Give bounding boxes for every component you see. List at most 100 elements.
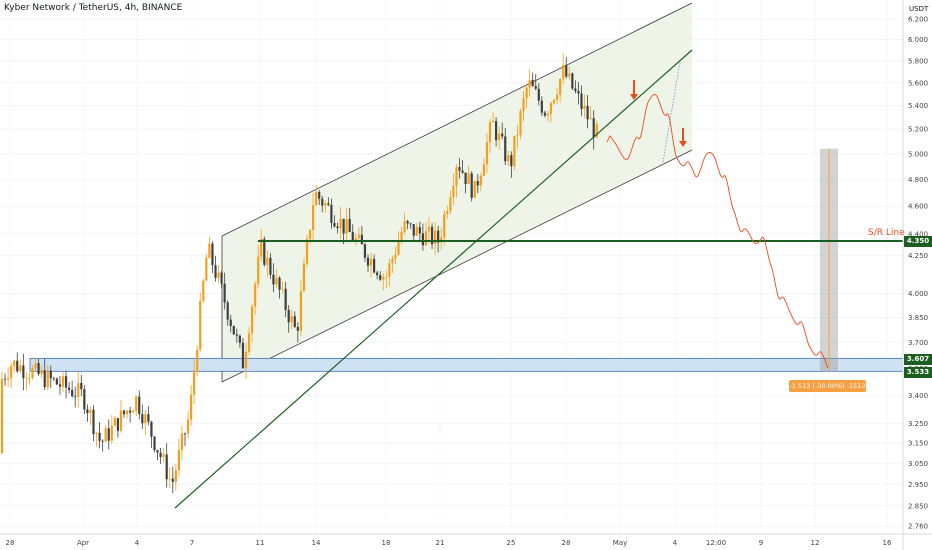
candle-body — [565, 65, 568, 77]
candle-body — [351, 231, 354, 242]
candles — [0, 53, 598, 494]
candle-body — [61, 376, 65, 387]
candle-body — [153, 436, 156, 451]
sr-line-label: S/R Line — [868, 228, 905, 238]
candle-body — [202, 280, 205, 301]
channel-upper-line — [221, 2, 693, 237]
candle-body — [397, 241, 400, 255]
candle-body — [342, 218, 345, 234]
candle-body — [238, 335, 241, 343]
candle-body — [168, 478, 171, 480]
candle-body — [537, 88, 540, 101]
candle-body — [391, 258, 394, 264]
y-tick-label: 4.800 — [908, 176, 928, 184]
candle-body — [217, 272, 220, 278]
candle-body — [37, 363, 40, 374]
candle-body — [119, 410, 123, 431]
candle-body — [46, 370, 49, 388]
candle-body — [427, 226, 431, 232]
candle-body — [22, 365, 25, 379]
candle-body — [458, 167, 461, 171]
y-tick-label: 3.400 — [908, 392, 928, 400]
candle-body — [80, 382, 83, 390]
candle-body — [241, 342, 245, 369]
candle-body — [507, 155, 510, 162]
candle-body — [89, 409, 92, 414]
candle-body — [49, 370, 52, 379]
candle-body — [196, 349, 199, 371]
candle-body — [556, 94, 559, 100]
candle-body — [592, 118, 595, 138]
candle-body — [324, 203, 327, 206]
candle-body — [473, 181, 476, 198]
candle-body — [540, 100, 543, 113]
candle-body — [278, 277, 281, 290]
candle-body — [186, 419, 190, 434]
candle-body — [220, 272, 223, 284]
candle-body — [424, 231, 428, 246]
candle-body — [171, 478, 174, 482]
candle-body — [159, 452, 162, 458]
candle-body — [13, 360, 16, 367]
candle-body — [110, 425, 113, 441]
candle-body — [321, 198, 324, 206]
rising-trendline — [174, 49, 693, 509]
candle-body — [571, 73, 574, 89]
candle-body — [446, 210, 449, 215]
candle-body — [379, 275, 382, 280]
candle-body — [101, 440, 104, 442]
candle-body — [144, 414, 147, 424]
candle-body — [229, 319, 232, 326]
candle-body — [449, 197, 452, 211]
candle-body — [577, 90, 580, 94]
candle-body — [308, 229, 312, 240]
candle-body — [501, 133, 504, 137]
candle-body — [595, 123, 598, 138]
candle-body — [16, 360, 19, 372]
candle-body — [369, 258, 373, 266]
candle-body — [464, 172, 467, 184]
candle-body — [43, 370, 46, 388]
candle-body — [519, 110, 522, 136]
projection-path — [606, 94, 829, 368]
candle-body — [418, 227, 421, 234]
candle-body — [129, 410, 132, 413]
channel-fill — [222, 3, 692, 382]
candle-body — [28, 377, 31, 379]
candle-body — [302, 263, 306, 292]
candle-body — [162, 454, 165, 458]
projection-connector — [662, 61, 681, 163]
candle-body — [211, 243, 214, 266]
candle-body — [34, 363, 37, 369]
candle-body — [58, 384, 62, 387]
candle-body — [281, 288, 284, 290]
candle-body — [559, 78, 562, 95]
candle-body — [434, 230, 437, 245]
candle-body — [357, 234, 360, 238]
candle-body — [455, 167, 458, 186]
candle-body — [583, 105, 586, 109]
candle-body — [287, 309, 290, 323]
candle-body — [25, 377, 28, 379]
x-tick-label: 18 — [382, 539, 391, 547]
candle-body — [235, 334, 238, 336]
candle-body — [165, 454, 168, 480]
candle-body — [180, 433, 184, 450]
y-tick-label: 2.850 — [908, 502, 928, 510]
candle-body — [284, 288, 287, 310]
candle-body — [10, 366, 13, 379]
candle-body — [479, 175, 482, 186]
candle-body — [174, 470, 177, 482]
candle-body — [190, 394, 193, 420]
candle-body — [113, 418, 116, 426]
x-tick-label: Apr — [77, 539, 89, 547]
x-tick-label: 25 — [507, 539, 516, 547]
candle-body — [74, 396, 77, 397]
candle-body — [275, 277, 278, 285]
candle-body — [7, 378, 10, 380]
x-tick-label: 12:00 — [706, 539, 726, 547]
candle-body — [366, 257, 370, 266]
x-tick-label: 4 — [135, 539, 140, 547]
